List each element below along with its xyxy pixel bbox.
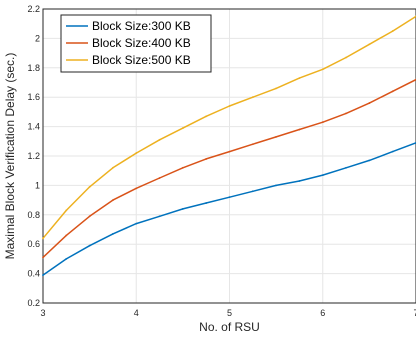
data-point xyxy=(321,121,324,124)
y-tick-label: 0.6 xyxy=(27,239,40,249)
data-point xyxy=(205,158,208,160)
data-point xyxy=(112,233,114,235)
data-point xyxy=(228,105,231,107)
data-point xyxy=(181,127,184,129)
x-axis-label: No. of RSU xyxy=(199,320,260,334)
data-point xyxy=(135,187,138,190)
data-point xyxy=(65,234,68,237)
data-point xyxy=(391,90,394,93)
data-point xyxy=(275,87,278,90)
data-point xyxy=(345,166,347,169)
y-tick-label: 1 xyxy=(35,180,40,190)
data-point xyxy=(65,209,68,212)
data-point xyxy=(135,222,138,225)
x-tick-label: 5 xyxy=(227,308,232,318)
data-point xyxy=(112,199,114,202)
legend-label: Block Size:500 KB xyxy=(92,53,191,67)
plot-area xyxy=(42,8,416,304)
x-tick-label: 6 xyxy=(320,308,325,318)
y-tick-label: 0.8 xyxy=(27,210,40,220)
data-point xyxy=(275,135,278,138)
data-point xyxy=(251,143,254,146)
data-point xyxy=(275,184,278,187)
y-tick-label: 1.2 xyxy=(27,151,40,161)
y-tick-label: 2.2 xyxy=(27,4,40,14)
data-point xyxy=(251,190,254,193)
legend: Block Size:300 KB Block Size:400 KB Block … xyxy=(60,14,212,73)
data-point xyxy=(345,112,347,115)
data-point xyxy=(368,159,371,162)
data-point xyxy=(368,102,371,104)
data-point xyxy=(228,150,231,153)
data-point xyxy=(158,177,161,179)
y-tick-label: 1.6 xyxy=(27,92,40,102)
data-point xyxy=(205,115,208,118)
data-point xyxy=(205,202,208,204)
legend-label: Block Size:300 KB xyxy=(92,19,191,33)
data-point xyxy=(391,30,394,32)
data-point xyxy=(298,128,301,131)
data-point xyxy=(181,208,184,210)
data-point xyxy=(88,185,91,188)
y-tick-label: 0.4 xyxy=(27,269,40,279)
data-point xyxy=(321,174,324,177)
data-point xyxy=(88,244,91,247)
x-tick-label: 3 xyxy=(40,308,45,318)
x-axis-ticks: 3 4 5 6 7 xyxy=(40,308,416,318)
data-point xyxy=(158,138,161,141)
y-axis-label: Maximal Block Verification Delay (sec.) xyxy=(3,53,17,260)
y-tick-label: 1.8 xyxy=(27,63,40,73)
x-tick-label: 7 xyxy=(413,308,416,318)
data-point xyxy=(42,256,44,259)
series-lines xyxy=(42,15,416,276)
data-point xyxy=(251,96,254,99)
data-point xyxy=(42,274,44,276)
x-tick-label: 4 xyxy=(134,308,139,318)
data-point xyxy=(135,152,138,154)
data-point xyxy=(158,215,161,218)
data-point xyxy=(181,166,184,169)
data-point xyxy=(88,215,91,218)
data-point xyxy=(112,166,114,169)
data-point xyxy=(391,150,394,153)
data-point xyxy=(321,68,324,71)
data-point xyxy=(42,237,44,240)
legend-label: Block Size:400 KB xyxy=(92,36,191,50)
y-tick-label: 1.4 xyxy=(27,122,40,132)
data-point xyxy=(368,43,371,46)
y-axis-ticks: 0.2 0.4 0.6 0.8 1 1.2 1.4 1.6 1.8 2 2.2 xyxy=(27,4,40,308)
data-point xyxy=(298,180,301,182)
y-tick-label: 0.2 xyxy=(27,298,40,308)
y-tick-label: 2 xyxy=(35,33,40,43)
data-point xyxy=(298,77,301,79)
data-point xyxy=(345,56,347,59)
data-point xyxy=(228,196,231,199)
data-point xyxy=(65,258,68,260)
